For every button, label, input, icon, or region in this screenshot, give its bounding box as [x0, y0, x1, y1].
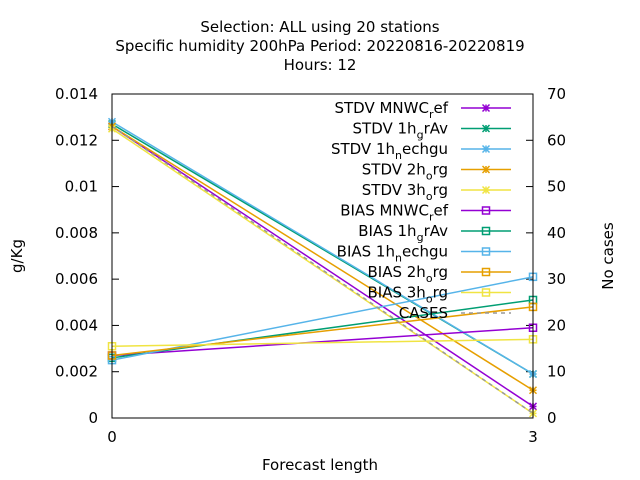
- legend-label-name: BIAS 1h: [358, 222, 416, 240]
- y-tick-label: 0.01: [65, 178, 98, 196]
- series-line: [111, 338, 534, 348]
- legend-label-sub: o: [426, 293, 433, 306]
- y-tick-label: 0.012: [55, 131, 98, 149]
- y-tick-label: 0.006: [55, 270, 98, 288]
- title-line-3: Hours: 12: [284, 56, 357, 74]
- legend-label-sub: r: [429, 211, 434, 224]
- legend-label-tail: rg: [433, 263, 448, 281]
- legend-label-tail: echgu: [402, 243, 448, 261]
- legend-label: STDV MNWCref: [334, 99, 448, 121]
- y-tick-label: 0.014: [55, 85, 98, 103]
- series-line: [111, 276, 534, 361]
- legend-marker: [481, 144, 491, 154]
- y-tick-label: 0.004: [55, 316, 98, 334]
- legend-marker: [481, 247, 491, 256]
- legend-label-sub: o: [426, 272, 433, 285]
- legend-label-tail: ef: [433, 99, 448, 117]
- legend-label-name: STDV MNWC: [334, 99, 428, 117]
- legend-marker: [481, 288, 491, 297]
- legend-marker: [481, 226, 491, 236]
- legend-label-name: STDV 1h: [353, 120, 417, 138]
- legend-label-tail: rg: [433, 284, 448, 302]
- legend-marker: [481, 206, 491, 215]
- legend-label: BIAS MNWCref: [340, 202, 448, 224]
- series-3: [107, 122, 538, 395]
- legend-label: STDV 1hgrAv: [353, 120, 449, 142]
- y2-tick-label: 40: [547, 224, 566, 242]
- legend-label-name: BIAS 1h: [337, 243, 395, 261]
- legend-label-tail: rg: [433, 181, 448, 199]
- legend-label-sub: g: [417, 231, 424, 244]
- y-tick-label: 0.002: [55, 363, 98, 381]
- title-line-2: Specific humidity 200hPa Period: 2022081…: [115, 37, 524, 55]
- legend-label-sub: r: [429, 108, 434, 121]
- legend-label-sub: g: [417, 129, 424, 142]
- legend-label-tail: ef: [433, 202, 448, 220]
- legend-label-name: BIAS 2h: [368, 263, 426, 281]
- title-line-1: Selection: ALL using 20 stations: [200, 18, 439, 36]
- legend-label-tail: rAv: [424, 222, 449, 240]
- legend-label: BIAS 2horg: [368, 263, 449, 285]
- series-line: [111, 125, 534, 408]
- legend-label-tail: rAv: [424, 120, 449, 138]
- series-0: [107, 122, 538, 411]
- legend-label-name: CASES: [399, 304, 448, 322]
- y2-tick-label: 20: [547, 316, 566, 334]
- legend-label-sub: o: [426, 170, 433, 183]
- legend-label-name: STDV 1h: [331, 140, 395, 158]
- series-line: [111, 326, 534, 357]
- legend-marker: [481, 124, 491, 133]
- legend-marker: [481, 165, 491, 174]
- series-line: [111, 121, 534, 375]
- series-line: [111, 306, 534, 357]
- legend-label-sub: o: [426, 190, 433, 203]
- legend-label-sub: n: [395, 252, 402, 265]
- legend-label-name: STDV 3h: [362, 181, 426, 199]
- y2-tick-label: 70: [547, 85, 566, 103]
- y2-tick-label: 50: [547, 178, 566, 196]
- series-1: [107, 120, 538, 379]
- series-line: [111, 299, 534, 359]
- y-tick-label: 0: [88, 409, 98, 427]
- legend-label-name: BIAS 3h: [368, 284, 426, 302]
- legend-label-tail: echgu: [402, 140, 448, 158]
- legend-label: STDV 3horg: [362, 181, 448, 203]
- x-tick-label: 3: [528, 428, 538, 446]
- legend-marker: [481, 185, 491, 195]
- y2-axis-label: No cases: [599, 222, 617, 290]
- legend-label-tail: rg: [433, 161, 448, 179]
- legend-label: STDV 1hnechgu: [331, 140, 448, 162]
- legend-label: BIAS 1hnechgu: [337, 243, 448, 265]
- x-tick-label: 0: [107, 428, 117, 446]
- y2-tick-label: 30: [547, 270, 566, 288]
- legend-label: BIAS 3horg: [368, 284, 449, 306]
- legend-label: BIAS 1hgrAv: [358, 222, 448, 244]
- y2-tick-label: 0: [547, 409, 557, 427]
- series-line: [111, 125, 534, 414]
- legend-label: STDV 2horg: [362, 161, 448, 183]
- y-tick-label: 0.008: [55, 224, 98, 242]
- axis-ticks: 0 0.002 0.004 0.006 0.008 0.01 0.012 0.014 0 10 20…: [55, 85, 566, 446]
- series-line: [111, 125, 534, 391]
- legend-label-name: STDV 2h: [362, 161, 426, 179]
- plot-frame: [111, 93, 534, 419]
- y2-tick-label: 60: [547, 131, 566, 149]
- x-axis-label: Forecast length: [262, 456, 378, 474]
- legend-label-name: BIAS MNWC: [340, 202, 429, 220]
- legend-label-sub: n: [395, 149, 402, 162]
- legend-marker: [481, 103, 491, 113]
- legend-marker: [481, 267, 491, 277]
- y-axis-label: g/Kg: [8, 239, 26, 273]
- chart-title: Selection: ALL using 20 stations Specifi…: [115, 18, 524, 74]
- y2-tick-label: 10: [547, 363, 566, 381]
- series-layer: [107, 117, 538, 418]
- legend-label: CASES: [399, 304, 448, 322]
- series-10: [111, 125, 534, 414]
